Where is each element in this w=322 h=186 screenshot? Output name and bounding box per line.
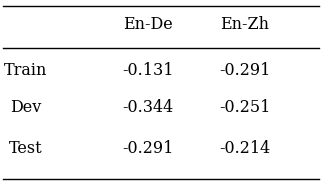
Text: -0.291: -0.291 bbox=[122, 140, 174, 157]
Text: Test: Test bbox=[9, 140, 43, 157]
Text: -0.251: -0.251 bbox=[219, 99, 270, 116]
Text: -0.291: -0.291 bbox=[219, 62, 270, 79]
Text: Train: Train bbox=[4, 62, 47, 79]
Text: -0.214: -0.214 bbox=[219, 140, 270, 157]
Text: En-De: En-De bbox=[123, 16, 173, 33]
Text: Dev: Dev bbox=[10, 99, 42, 116]
Text: -0.344: -0.344 bbox=[122, 99, 174, 116]
Text: -0.131: -0.131 bbox=[122, 62, 174, 79]
Text: En-Zh: En-Zh bbox=[220, 16, 269, 33]
